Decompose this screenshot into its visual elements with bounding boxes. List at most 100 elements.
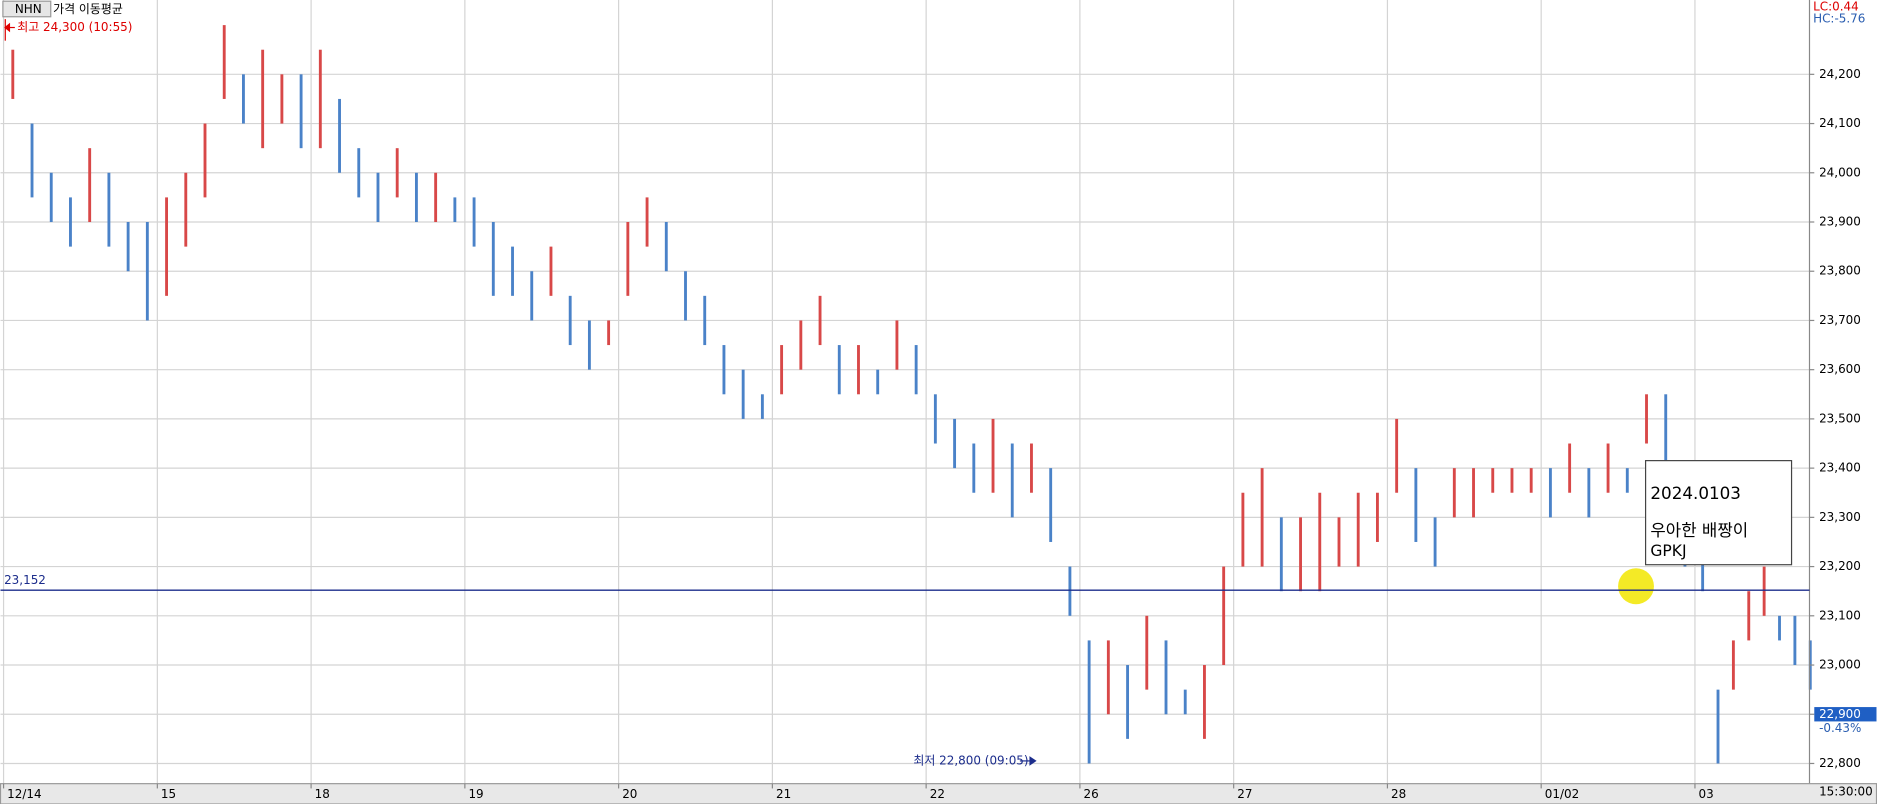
range-bar (1087, 640, 1091, 764)
time-label: 15:30:00 (1819, 785, 1873, 799)
x-tick-label: 19 (468, 787, 483, 801)
range-bar (49, 172, 53, 223)
range-bar (799, 320, 803, 370)
range-bar (587, 320, 591, 370)
range-bar (126, 222, 130, 272)
range-bar (1472, 468, 1475, 518)
y-tick-label: 24,200 (1819, 67, 1861, 81)
range-bar (30, 123, 34, 198)
x-tick-label: 26 (1083, 787, 1098, 801)
range-bar (607, 320, 611, 346)
range-bar (1010, 443, 1014, 518)
range-bar (1452, 468, 1456, 518)
range-bar (1778, 615, 1781, 641)
cursor-highlight (1618, 568, 1654, 605)
range-bar (626, 222, 630, 296)
bars (11, 25, 1812, 764)
y-tick-label: 23,700 (1819, 313, 1861, 327)
y-tick-label: 23,800 (1819, 264, 1861, 278)
range-bar (88, 148, 92, 223)
range-bar (857, 345, 860, 395)
range-bar (1414, 468, 1418, 542)
range-bar (1049, 468, 1053, 542)
range-bar (165, 197, 168, 296)
y-tick-label: 23,200 (1819, 559, 1861, 573)
x-tick-label: 01/02 (1545, 787, 1579, 801)
range-bar (1106, 640, 1110, 715)
range-bar (1491, 468, 1495, 493)
range-bar (1701, 541, 1705, 592)
low-label: 최저 22,800 (09:05) (913, 753, 1028, 767)
y-tick-label: 22,800 (1819, 756, 1861, 770)
range-bar (491, 222, 495, 296)
range-bar (818, 295, 822, 346)
range-bar (1203, 665, 1206, 739)
range-bar (453, 197, 457, 223)
range-bar (1625, 468, 1629, 493)
range-bar (107, 172, 111, 247)
y-tick-label: 23,600 (1819, 362, 1861, 376)
range-bar (972, 443, 976, 493)
y-tick-label: 23,900 (1819, 215, 1861, 229)
range-bar (568, 295, 572, 346)
range-bar (914, 345, 918, 395)
range-bar (184, 172, 188, 247)
x-tick-label: 12/14 (7, 787, 41, 801)
x-tick-label: 18 (315, 787, 330, 801)
range-bar (1568, 443, 1572, 493)
range-bar (1664, 394, 1668, 469)
range-bar (1222, 566, 1226, 666)
range-bar (1548, 468, 1552, 518)
range-bar (261, 49, 265, 149)
hc-label: HC:-5.76 (1813, 12, 1865, 26)
range-bar (684, 271, 687, 321)
lc-label: LC:0.44 (1813, 0, 1859, 14)
range-bar (1433, 517, 1437, 567)
y-tick-label: 23,300 (1819, 510, 1861, 524)
range-bar (1375, 492, 1379, 542)
range-bar (703, 295, 707, 346)
range-bar (1510, 468, 1514, 493)
range-bar (722, 345, 726, 395)
range-bar (1606, 443, 1610, 493)
x-tick-label: 15 (161, 787, 176, 801)
legend-item[interactable]: NHN (15, 2, 42, 16)
last-price-box (1814, 707, 1877, 722)
legend-box (2, 0, 52, 18)
y-tick-label: 23,100 (1819, 608, 1861, 622)
range-bar (434, 172, 438, 223)
x-tick-label: 22 (930, 787, 945, 801)
y-tick-label: 24,000 (1819, 165, 1861, 179)
range-bar (69, 197, 72, 247)
range-bar (242, 74, 245, 124)
note-box (1644, 460, 1793, 566)
range-bar (11, 49, 15, 99)
range-bar (1529, 468, 1533, 493)
range-bar (1299, 517, 1302, 592)
range-bar (664, 222, 668, 272)
range-bar (357, 148, 361, 198)
range-bar (645, 197, 649, 247)
range-bar (1645, 394, 1648, 444)
range-bar (1183, 689, 1187, 715)
x-tick-label: 28 (1391, 787, 1406, 801)
y-tick-label: 24,100 (1819, 116, 1861, 130)
range-bar (1587, 468, 1591, 518)
reference-label: 23,152 (4, 573, 46, 587)
range-bar (837, 345, 841, 395)
range-bar (530, 271, 534, 321)
range-bar (1762, 566, 1766, 616)
range-bar (1126, 665, 1130, 739)
range-bar (953, 418, 957, 469)
x-tick-label: 03 (1699, 787, 1714, 801)
range-bar (1068, 566, 1072, 616)
x-tick-label: 20 (622, 787, 637, 801)
range-bar (1164, 640, 1168, 715)
legend-item[interactable]: 가격 이동평균 (53, 2, 123, 16)
range-bar (876, 369, 880, 395)
range-bar (472, 197, 476, 247)
range-bar (1793, 615, 1797, 666)
range-bar (1241, 492, 1245, 567)
